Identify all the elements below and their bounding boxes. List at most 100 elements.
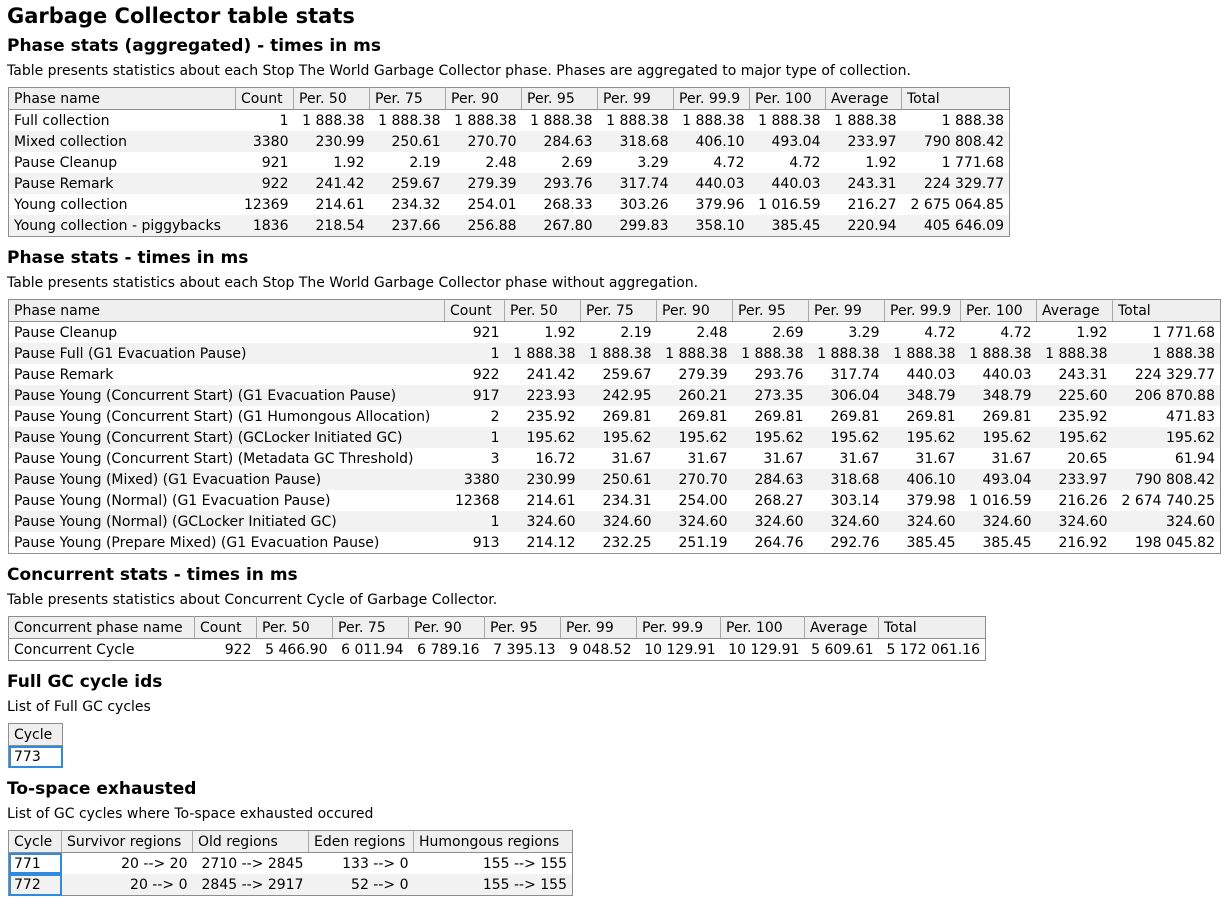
cell-per-50[interactable]: 241.42 — [293, 173, 370, 194]
full-gc-row[interactable]: 773 — [8, 745, 63, 768]
cell-per-75[interactable]: 232.25 — [580, 532, 657, 554]
cell-total[interactable]: 471.83 — [1112, 406, 1221, 427]
cell-per-90[interactable]: 270.70 — [656, 469, 733, 490]
cell-concurrent-phase-name[interactable]: Concurrent Cycle — [8, 638, 195, 661]
cell-count[interactable]: 922 — [194, 638, 257, 661]
column-header-cycle[interactable]: Cycle — [8, 723, 63, 746]
cell-count[interactable]: 913 — [444, 532, 505, 554]
phase-agg-row[interactable]: Full collection 1 1 888.38 1 888.38 1 888.38… — [8, 109, 1010, 131]
cell-total[interactable]: 1 771.68 — [901, 152, 1010, 173]
cell-per-100[interactable]: 1 888.38 — [960, 343, 1037, 364]
cell-count[interactable]: 1 — [444, 427, 505, 448]
column-header-per-90[interactable]: Per. 90 — [445, 87, 522, 110]
cell-per-50[interactable]: 1 888.38 — [504, 343, 581, 364]
cell-total[interactable]: 2 674 740.25 — [1112, 490, 1221, 511]
cell-total[interactable]: 1 771.68 — [1112, 321, 1221, 343]
cell-phase-name[interactable]: Pause Young (Concurrent Start) (G1 Evacu… — [8, 385, 445, 406]
column-header-per-99-9[interactable]: Per. 99.9 — [884, 299, 961, 322]
cell-phase-name[interactable]: Mixed collection — [8, 131, 236, 152]
cell-per-95[interactable]: 268.33 — [521, 194, 598, 215]
cell-total[interactable]: 224 329.77 — [901, 173, 1010, 194]
cell-phase-name[interactable]: Pause Full (G1 Evacuation Pause) — [8, 343, 445, 364]
column-header-average[interactable]: Average — [1036, 299, 1113, 322]
cell-count[interactable]: 3380 — [444, 469, 505, 490]
cell-count[interactable]: 3380 — [235, 131, 294, 152]
cell-per-95[interactable]: 2.69 — [732, 321, 809, 343]
cell-per-90[interactable]: 1 888.38 — [445, 109, 522, 131]
cell-phase-name[interactable]: Pause Cleanup — [8, 152, 236, 173]
cell-per-99-9[interactable]: 31.67 — [884, 448, 961, 469]
column-header-per-90[interactable]: Per. 90 — [408, 616, 485, 639]
cell-per-75[interactable]: 234.32 — [369, 194, 446, 215]
phase-row[interactable]: Pause Remark 922 241.42 259.67 279.39 293.76 3… — [8, 364, 1221, 385]
column-header-per-90[interactable]: Per. 90 — [656, 299, 733, 322]
phase-row[interactable]: Pause Cleanup 921 1.92 2.19 2.48 2.69 3.29 4.72… — [8, 321, 1221, 343]
cell-per-50[interactable]: 1 888.38 — [293, 109, 370, 131]
column-header-per-99[interactable]: Per. 99 — [560, 616, 637, 639]
to-space-row[interactable]: 772 20 --> 0 2845 --> 2917 52 --> 0 155 --> … — [8, 874, 573, 896]
cell-average[interactable]: 1.92 — [1036, 321, 1113, 343]
cell-total[interactable]: 195.62 — [1112, 427, 1221, 448]
cell-total[interactable]: 61.94 — [1112, 448, 1221, 469]
column-header-cycle[interactable]: Cycle — [8, 830, 62, 853]
phase-row[interactable]: Pause Young (Normal) (G1 Evacuation Paus… — [8, 490, 1221, 511]
cell-per-75[interactable]: 1 888.38 — [580, 343, 657, 364]
cell-average[interactable]: 20.65 — [1036, 448, 1113, 469]
cell-per-75[interactable]: 250.61 — [369, 131, 446, 152]
cell-per-99[interactable]: 3.29 — [808, 321, 885, 343]
cell-count[interactable]: 2 — [444, 406, 505, 427]
cell-per-99[interactable]: 269.81 — [808, 406, 885, 427]
column-header-total[interactable]: Total — [1112, 299, 1221, 322]
phase-agg-row[interactable]: Young collection - piggybacks 1836 218.54 2… — [8, 215, 1010, 237]
cell-count[interactable]: 12369 — [235, 194, 294, 215]
cell-per-99-9[interactable]: 4.72 — [884, 321, 961, 343]
cell-per-100[interactable]: 4.72 — [960, 321, 1037, 343]
cell-per-100[interactable]: 269.81 — [960, 406, 1037, 427]
column-header-per-50[interactable]: Per. 50 — [504, 299, 581, 322]
cell-per-99-9[interactable]: 10 129.91 — [636, 638, 721, 661]
cell-total[interactable]: 206 870.88 — [1112, 385, 1221, 406]
phase-row[interactable]: Pause Young (Concurrent Start) (GCLocker… — [8, 427, 1221, 448]
cell-per-99[interactable]: 1 888.38 — [597, 109, 674, 131]
phase-agg-table[interactable]: Phase name Count Per. 50 Per. 75 Per. 90 Per.… — [8, 87, 1010, 237]
cell-per-75[interactable]: 195.62 — [580, 427, 657, 448]
column-header-old-regions[interactable]: Old regions — [192, 830, 309, 853]
cell-per-90[interactable]: 251.19 — [656, 532, 733, 554]
cell-per-99-9[interactable]: 1 888.38 — [673, 109, 750, 131]
cell-per-99[interactable]: 303.14 — [808, 490, 885, 511]
cell-per-99[interactable]: 318.68 — [597, 131, 674, 152]
cell-phase-name[interactable]: Pause Young (Normal) (GCLocker Initiated… — [8, 511, 445, 532]
cell-per-75[interactable]: 2.19 — [369, 152, 446, 173]
cell-per-50[interactable]: 214.61 — [504, 490, 581, 511]
cell-per-100[interactable]: 4.72 — [749, 152, 826, 173]
cell-per-75[interactable]: 324.60 — [580, 511, 657, 532]
cell-average[interactable]: 5 609.61 — [804, 638, 879, 661]
phase-row[interactable]: Pause Young (Prepare Mixed) (G1 Evacuati… — [8, 532, 1221, 554]
cell-count[interactable]: 1836 — [235, 215, 294, 237]
cell-per-50[interactable]: 16.72 — [504, 448, 581, 469]
cell-per-75[interactable]: 234.31 — [580, 490, 657, 511]
cell-per-95[interactable]: 7 395.13 — [484, 638, 561, 661]
cell-per-95[interactable]: 293.76 — [732, 364, 809, 385]
column-header-phase-name[interactable]: Phase name — [8, 87, 236, 110]
cell-count[interactable]: 922 — [444, 364, 505, 385]
cell-old-regions[interactable]: 2845 --> 2917 — [192, 874, 309, 896]
cell-per-75[interactable]: 250.61 — [580, 469, 657, 490]
cell-per-50[interactable]: 1.92 — [504, 321, 581, 343]
cell-per-99-9[interactable]: 440.03 — [673, 173, 750, 194]
cell-per-99-9[interactable]: 195.62 — [884, 427, 961, 448]
cell-per-99[interactable]: 306.04 — [808, 385, 885, 406]
to-space-table[interactable]: Cycle Survivor regions Old regions Eden reg… — [8, 830, 573, 896]
cell-per-100[interactable]: 385.45 — [960, 532, 1037, 554]
cell-per-95[interactable]: 269.81 — [732, 406, 809, 427]
cell-phase-name[interactable]: Pause Young (Concurrent Start) (G1 Humon… — [8, 406, 445, 427]
cell-per-95[interactable]: 267.80 — [521, 215, 598, 237]
cell-count[interactable]: 1 — [235, 109, 294, 131]
cell-per-100[interactable]: 10 129.91 — [720, 638, 805, 661]
cell-per-90[interactable]: 269.81 — [656, 406, 733, 427]
phase-table[interactable]: Phase name Count Per. 50 Per. 75 Per. 90 Per.… — [8, 299, 1221, 554]
cell-per-100[interactable]: 348.79 — [960, 385, 1037, 406]
cell-total[interactable]: 1 888.38 — [901, 109, 1010, 131]
cell-per-95[interactable]: 273.35 — [732, 385, 809, 406]
column-header-concurrent-phase-name[interactable]: Concurrent phase name — [8, 616, 195, 639]
